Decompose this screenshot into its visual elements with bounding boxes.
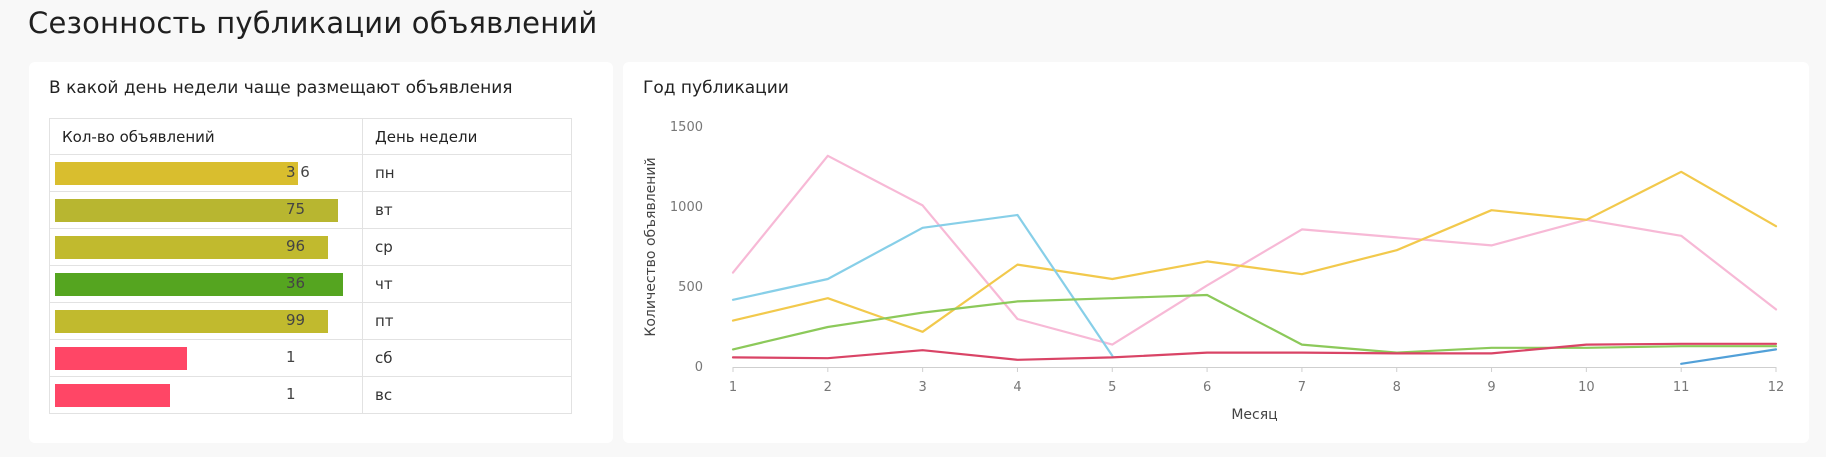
x-tick-label: 12 bbox=[1768, 380, 1785, 395]
day-cell: вт bbox=[362, 191, 572, 229]
count-value: 1 bbox=[286, 348, 296, 366]
count-bar bbox=[55, 347, 187, 370]
column-header-count[interactable]: Кол-во объявлений bbox=[49, 118, 363, 155]
table-row: 75 вт bbox=[49, 191, 572, 229]
column-header-day[interactable]: День недели bbox=[362, 118, 572, 155]
count-value: 36 bbox=[286, 274, 306, 292]
x-tick-label: 7 bbox=[1298, 380, 1306, 395]
count-value: 96 bbox=[286, 237, 306, 255]
x-tick-label: 8 bbox=[1393, 380, 1401, 395]
day-cell: пн bbox=[362, 154, 572, 192]
x-axis-label: Месяц bbox=[1231, 407, 1277, 423]
chart-card-title: Год публикации bbox=[643, 78, 789, 98]
count-bar bbox=[55, 273, 343, 296]
count-bar bbox=[55, 310, 328, 333]
y-tick-label: 1000 bbox=[670, 200, 703, 215]
weekday-card-title: В какой день недели чаще размещают объяв… bbox=[49, 78, 513, 98]
series-line-2 bbox=[731, 170, 1778, 333]
table-header-row: Кол-во объявлений День недели bbox=[49, 118, 572, 155]
weekday-table: Кол-во объявлений День недели 3 6 пн 75 вт 9… bbox=[49, 118, 572, 414]
count-bar bbox=[55, 236, 328, 259]
table-row: 96 ср bbox=[49, 228, 572, 266]
series-line-5 bbox=[731, 293, 1778, 354]
day-cell: пт bbox=[362, 302, 572, 340]
count-bar bbox=[55, 199, 338, 222]
page-title: Сезонность публикации объявлений bbox=[28, 6, 598, 40]
count-cell: 96 bbox=[49, 228, 363, 266]
count-value: 3 6 bbox=[286, 163, 310, 181]
x-tick-label: 9 bbox=[1487, 380, 1495, 395]
day-cell: ср bbox=[362, 228, 572, 266]
table-row: 3 6 пн bbox=[49, 154, 572, 192]
y-tick-label: 1500 bbox=[670, 120, 703, 135]
day-cell: сб bbox=[362, 339, 572, 377]
day-cell: чт bbox=[362, 265, 572, 303]
count-cell: 1 bbox=[49, 339, 363, 377]
count-value: 99 bbox=[286, 311, 306, 329]
count-cell: 1 bbox=[49, 376, 363, 414]
count-cell: 36 bbox=[49, 265, 363, 303]
count-cell: 3 6 bbox=[49, 154, 363, 192]
table-row: 1 сб bbox=[49, 339, 572, 377]
count-cell: 99 bbox=[49, 302, 363, 340]
count-value: 75 bbox=[286, 200, 306, 218]
x-tick-label: 3 bbox=[918, 380, 926, 395]
series-line-3 bbox=[731, 213, 1114, 357]
weekday-card: В какой день недели чаще размещают объяв… bbox=[29, 62, 613, 443]
table-row: 36 чт bbox=[49, 265, 572, 303]
y-tick-label: 0 bbox=[695, 360, 703, 375]
x-tick-label: 6 bbox=[1203, 380, 1211, 395]
x-tick-label: 1 bbox=[729, 380, 737, 395]
x-tick-label: 11 bbox=[1673, 380, 1690, 395]
count-cell: 75 bbox=[49, 191, 363, 229]
series-line-1 bbox=[731, 154, 1778, 346]
chart-card: Год публикации 0 500 1000 1500 1 2 3 4 5 6 7 8 9 10 11… bbox=[623, 62, 1809, 443]
x-tick-label: 4 bbox=[1013, 380, 1021, 395]
count-value: 1 bbox=[286, 385, 296, 403]
y-axis-label: Количество объявлений bbox=[643, 157, 659, 336]
x-tick-label: 10 bbox=[1578, 380, 1595, 395]
x-tick-label: 2 bbox=[824, 380, 832, 395]
table-row: 1 вс bbox=[49, 376, 572, 414]
series-line-4 bbox=[1680, 348, 1778, 365]
count-bar bbox=[55, 384, 170, 407]
count-bar bbox=[55, 162, 298, 185]
day-cell: вс bbox=[362, 376, 572, 414]
table-row: 99 пт bbox=[49, 302, 572, 340]
y-tick-label: 500 bbox=[678, 280, 703, 295]
x-tick-label: 5 bbox=[1108, 380, 1116, 395]
series-line-6 bbox=[731, 342, 1778, 361]
